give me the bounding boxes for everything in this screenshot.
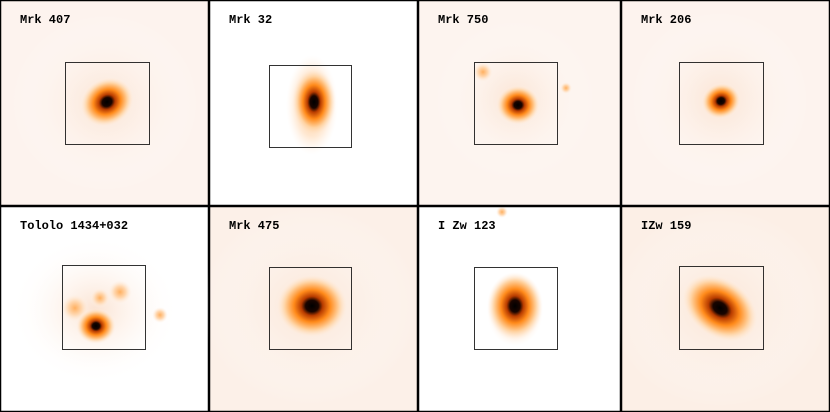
galaxy-emission — [76, 308, 116, 344]
zoom-box — [269, 267, 352, 350]
panel-label: Mrk 32 — [229, 13, 272, 27]
galaxy-emission — [108, 280, 132, 304]
galaxy-emission — [681, 273, 759, 343]
galaxy-emission — [276, 274, 348, 338]
galaxy-emission — [560, 82, 572, 94]
zoom-box — [62, 265, 146, 350]
panel-label: Mrk 750 — [438, 13, 488, 27]
panel: IZw 159 — [610, 205, 830, 412]
galaxy-emission — [90, 288, 110, 308]
zoom-box — [679, 266, 764, 350]
galaxy-emission — [496, 206, 508, 218]
panel-label: Tololo 1434+032 — [20, 219, 128, 233]
galaxy-emission — [152, 307, 168, 323]
panel: Mrk 475 — [200, 205, 420, 412]
panel-border — [0, 0, 210, 207]
zoom-box — [474, 62, 558, 145]
panel: Tololo 1434+032 — [0, 205, 210, 412]
panel: Mrk 206 — [620, 0, 830, 207]
galaxy-emission — [292, 68, 336, 136]
galaxy-emission — [487, 272, 543, 340]
galaxy-emission — [701, 82, 741, 120]
panel-label: Mrk 407 — [20, 13, 70, 27]
zoom-box — [679, 62, 764, 145]
panel-label: Mrk 206 — [641, 13, 691, 27]
galaxy-emission — [496, 85, 540, 125]
panel-label: I Zw 123 — [438, 219, 496, 233]
panel: Mrk 407 — [0, 0, 210, 207]
zoom-box — [474, 267, 558, 350]
zoom-box — [65, 62, 150, 145]
panel-label: Mrk 475 — [229, 219, 279, 233]
panel: I Zw 123 — [417, 205, 622, 412]
panel-border — [417, 0, 622, 207]
zoom-box — [269, 65, 352, 148]
panel-border — [208, 0, 419, 207]
galaxy-emission — [473, 62, 493, 82]
panel: Mrk 32 — [208, 0, 419, 207]
panel: Mrk 750 — [417, 0, 622, 207]
panel-label: IZw 159 — [641, 219, 691, 233]
galaxy-emission — [79, 76, 135, 128]
